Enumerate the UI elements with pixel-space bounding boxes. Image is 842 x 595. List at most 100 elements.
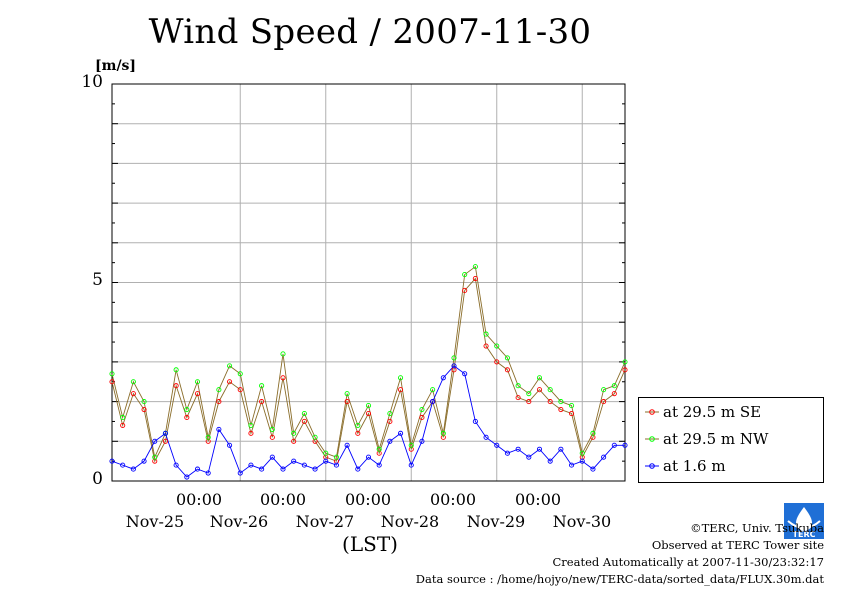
data-point-s1	[494, 343, 500, 349]
data-point-s1	[227, 363, 233, 369]
data-point-s2	[248, 462, 254, 468]
data-point-s2	[569, 462, 575, 468]
legend-label-nw: at 29.5 m NW	[663, 430, 769, 448]
logo-text: TERC	[793, 530, 816, 539]
data-point-s1	[194, 379, 201, 385]
data-point-s0	[162, 438, 168, 444]
data-point-s1	[430, 387, 436, 393]
data-point-s2	[547, 458, 553, 464]
data-point-s1	[472, 264, 478, 270]
data-point-s2	[162, 430, 168, 436]
data-point-s1	[109, 371, 115, 377]
data-point-s1	[387, 410, 393, 417]
data-point-s2	[301, 462, 307, 468]
data-point-s0	[194, 391, 201, 397]
data-point-s2	[333, 462, 339, 468]
data-point-s2	[109, 458, 115, 464]
data-point-s1	[301, 410, 307, 417]
data-point-s1	[280, 351, 286, 357]
data-point-s2	[408, 462, 414, 468]
data-point-s0	[526, 399, 532, 405]
data-point-s0	[515, 395, 521, 401]
data-point-s1	[355, 422, 361, 428]
data-point-s1	[205, 434, 211, 440]
data-point-s1	[569, 403, 575, 409]
data-point-s2	[611, 442, 617, 448]
data-point-s2	[312, 466, 318, 472]
data-point-s2	[494, 442, 500, 448]
data-point-s1	[622, 359, 628, 365]
data-point-s0	[227, 379, 233, 385]
y-tick-label-5: 5	[92, 270, 103, 290]
data-point-s0	[120, 422, 126, 428]
credit-copyright: ©TERC, Univ. Tsukuba	[690, 521, 824, 535]
data-point-s0	[173, 383, 179, 389]
data-point-s1	[547, 387, 553, 393]
data-point-s0	[365, 410, 372, 417]
x-tick-time-nov28: 00:00	[429, 490, 477, 509]
data-point-s1	[259, 383, 265, 389]
data-point-s2	[579, 458, 585, 464]
data-point-s1	[130, 379, 136, 385]
data-point-s1	[504, 355, 510, 361]
data-point-s1	[141, 399, 147, 405]
x-tick-day-nov30: Nov-30	[552, 512, 612, 531]
data-point-s2	[398, 430, 404, 436]
data-point-s2	[387, 438, 393, 444]
data-point-s1	[536, 375, 543, 381]
data-point-s0	[622, 367, 628, 373]
data-point-s2	[269, 454, 275, 460]
data-point-s1	[483, 331, 489, 337]
data-point-s1	[558, 399, 564, 405]
y-axis-unit: [m/s]	[95, 58, 137, 74]
data-point-s0	[130, 391, 136, 397]
data-point-s2	[451, 363, 457, 369]
data-point-s0	[558, 406, 564, 413]
data-point-s1	[269, 426, 275, 432]
y-tick-label-10: 10	[81, 72, 103, 92]
chart-title: Wind Speed / 2007-11-30	[148, 12, 592, 52]
data-point-s2	[419, 438, 425, 444]
data-point-s2	[237, 470, 243, 476]
data-point-s0	[141, 406, 147, 413]
data-point-s0	[504, 367, 510, 373]
data-point-s0	[248, 430, 254, 436]
data-point-s0	[611, 391, 617, 397]
data-point-s0	[387, 418, 393, 425]
data-point-s0	[237, 387, 243, 393]
data-point-s1	[248, 422, 254, 428]
legend-entry-se: at 29.5 m SE	[645, 402, 761, 422]
data-point-s1	[365, 403, 372, 409]
data-point-s2	[184, 474, 190, 480]
data-point-s1	[184, 406, 190, 413]
legend: at 29.5 m SE at 29.5 m NW at 1.6 m	[638, 397, 824, 483]
data-point-s0	[601, 399, 607, 405]
data-point-s0	[291, 438, 297, 444]
x-tick-time-nov27: 00:00	[344, 490, 392, 509]
data-point-s2	[120, 462, 126, 468]
legend-entry-nw: at 29.5 m NW	[645, 429, 768, 449]
data-point-s2	[504, 450, 510, 456]
data-point-s0	[419, 414, 425, 421]
x-tick-time-nov29: 00:00	[514, 490, 562, 509]
data-point-s2	[194, 466, 201, 472]
data-point-s0	[216, 399, 222, 405]
x-tick-day-nov26: Nov-26	[209, 512, 269, 531]
data-point-s0	[472, 275, 478, 282]
data-point-s1	[398, 375, 404, 381]
data-point-s2	[280, 466, 286, 472]
series-line-0	[111, 277, 626, 463]
data-point-s1	[333, 454, 339, 460]
credit-created: Created Automatically at 2007-11-30/23:3…	[552, 555, 825, 569]
data-point-s1	[611, 383, 617, 389]
data-point-s0	[109, 379, 115, 385]
data-point-s2	[323, 458, 329, 464]
data-point-s0	[269, 434, 275, 440]
x-tick-time-nov26: 00:00	[259, 490, 307, 509]
x-tick-time-nov25: 00:00	[175, 490, 223, 509]
data-point-s1	[590, 430, 596, 436]
data-point-s0	[355, 430, 361, 436]
data-point-s2	[622, 442, 628, 448]
